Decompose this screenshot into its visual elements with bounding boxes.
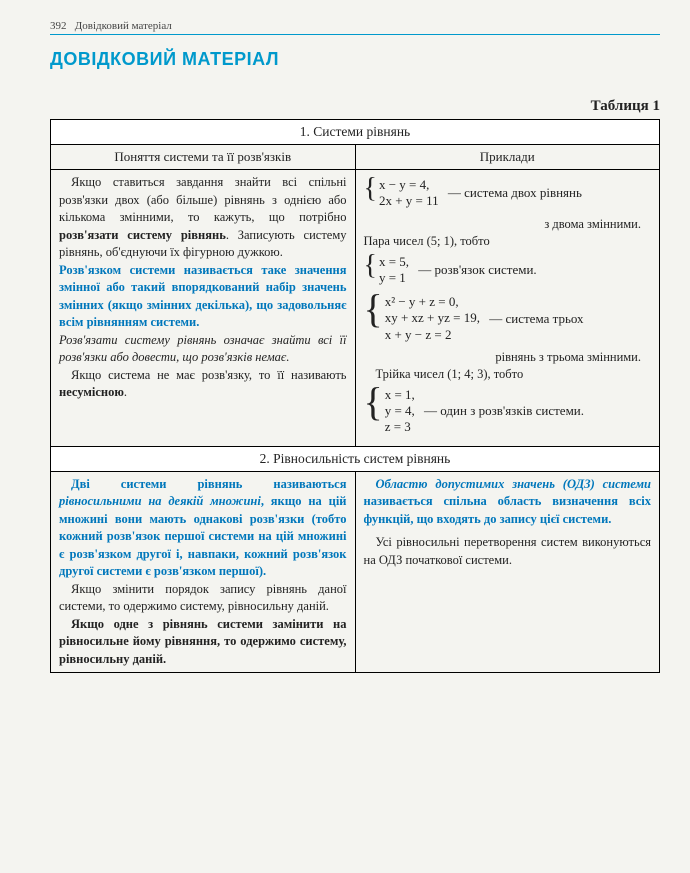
page-number: 392 [50, 20, 67, 32]
example-sys1-sol: { x = 5, y = 1 — розв'язок системи. [364, 254, 652, 287]
section2-left-cell: Дві системи рівнянь називаються рівносил… [51, 471, 356, 673]
running-header: 392 Довідковий матеріал [50, 20, 660, 32]
section1-title: 1. Системи рівнянь [51, 120, 660, 145]
main-title: ДОВІДКОВИЙ МАТЕРІАЛ [50, 49, 660, 70]
brace-icon: { [364, 294, 385, 343]
brace-icon: { [364, 254, 379, 287]
reference-table: 1. Системи рівнянь Поняття системи та її… [50, 119, 660, 673]
brace-icon: { [364, 177, 379, 210]
s1-left-p2: Розв'язком системи називається таке знач… [59, 262, 347, 332]
table-label: Таблиця 1 [50, 98, 660, 115]
s2-left-p1: Дві системи рівнянь називаються рівносил… [59, 476, 347, 581]
section2-right-cell: Областю допустимих значень (ОДЗ) системи… [355, 471, 660, 673]
running-head-text: Довідковий матеріал [75, 20, 172, 32]
section1-left-header: Поняття системи та її розв'язків [51, 145, 356, 170]
section1-left-cell: Якщо ставиться завдання знайти всі спіль… [51, 170, 356, 447]
s2-left-p2: Якщо змінити порядок запису рівнянь дано… [59, 581, 347, 616]
example-sys2: { x² − y + z = 0, xy + xz + yz = 19, x +… [364, 294, 652, 343]
section1-right-header: Приклади [355, 145, 660, 170]
s1-left-p4: Якщо система не має розв'язку, то її наз… [59, 367, 347, 402]
example-sys2-sol: { x = 1, y = 4, z = 3 — один з розв'язкі… [364, 387, 652, 436]
section2-title: 2. Рівносильність систем рівнянь [51, 446, 660, 471]
s1-left-p1: Якщо ставиться завдання знайти всі спіль… [59, 174, 347, 262]
brace-icon: { [364, 387, 385, 436]
example-sys1: { x − y = 4, 2x + y = 11 — система двох … [364, 177, 652, 210]
s2-left-p3: Якщо одне з рівнянь системи замінити на … [59, 616, 347, 669]
s1-left-p3: Розв'язати систему рівнянь означає знайт… [59, 332, 347, 367]
header-rule [50, 34, 660, 35]
s2-right-p2: Усі рівносильні перетворення систем вико… [364, 534, 652, 569]
s2-right-p1: Областю допустимих значень (ОДЗ) системи… [364, 476, 652, 529]
section1-right-cell: { x − y = 4, 2x + y = 11 — система двох … [355, 170, 660, 447]
